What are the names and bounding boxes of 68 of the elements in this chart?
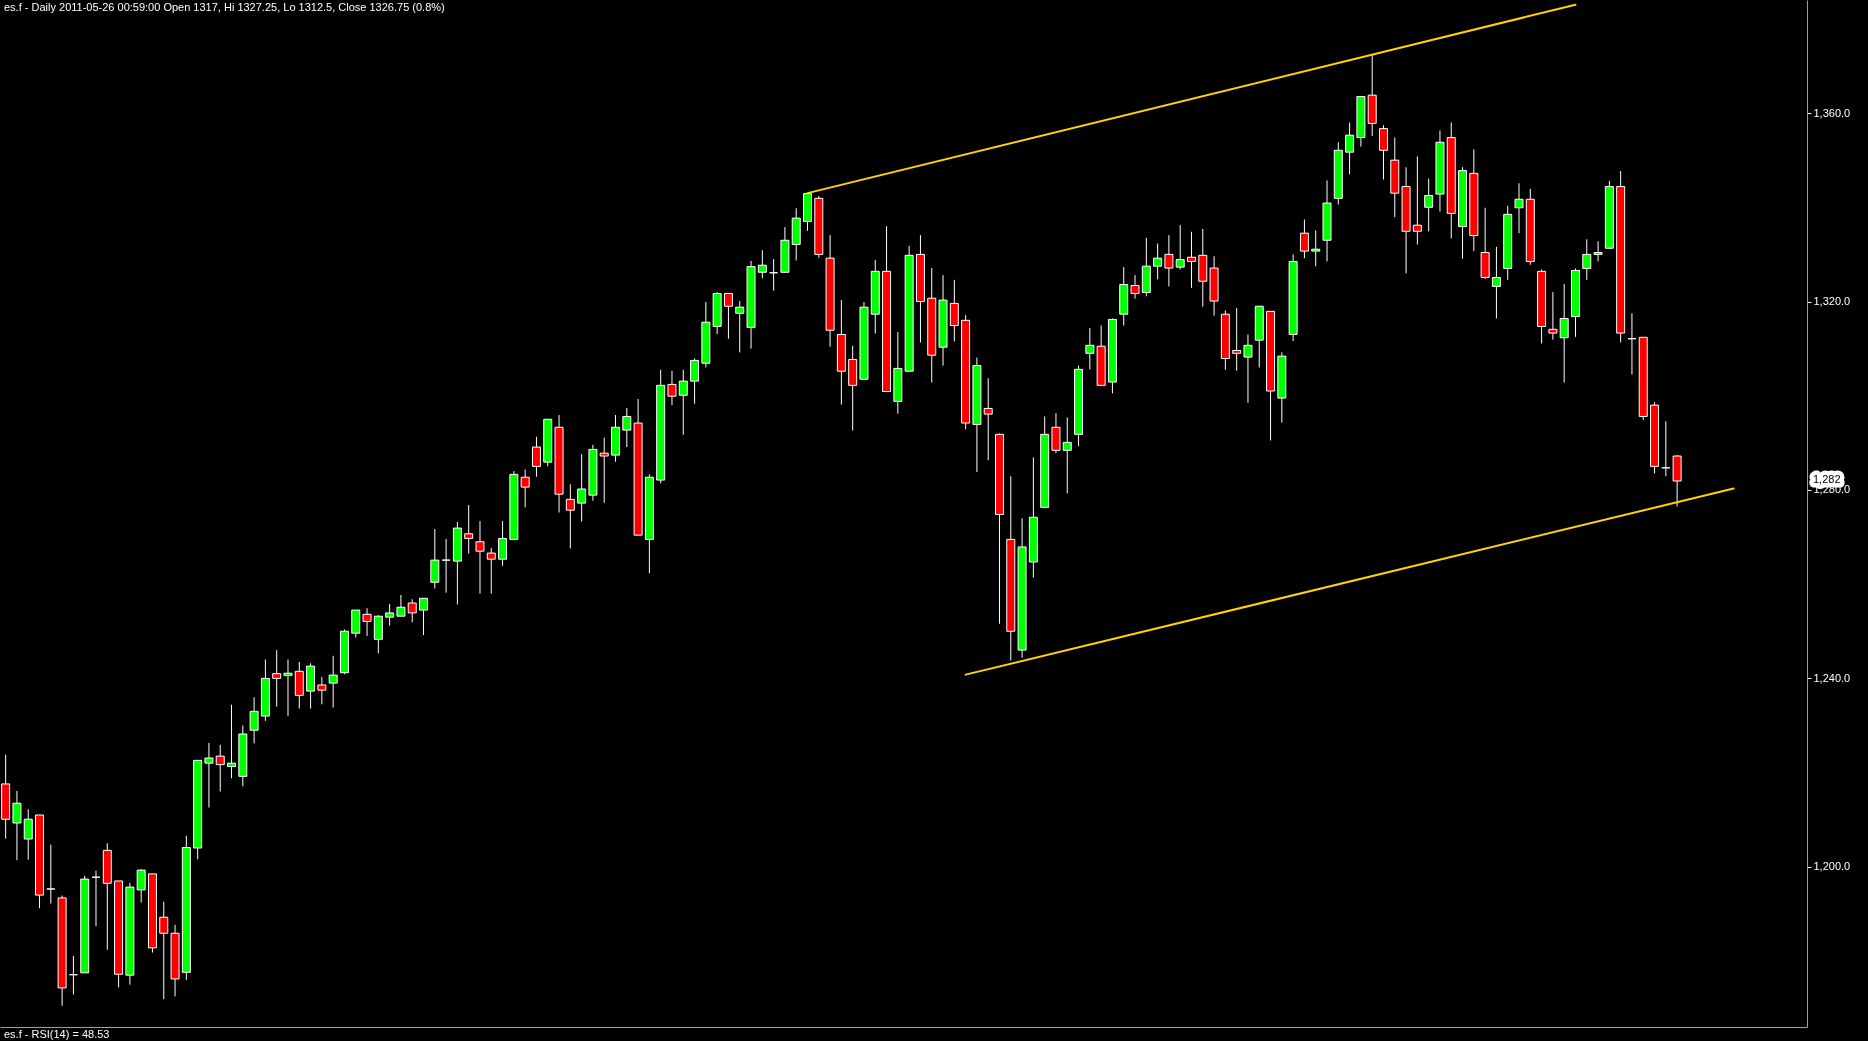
candlestick xyxy=(159,901,169,1000)
candlestick xyxy=(757,249,767,279)
candlestick xyxy=(441,538,451,594)
candlestick xyxy=(1175,224,1185,270)
candlestick xyxy=(1514,182,1524,234)
candlestick xyxy=(407,598,417,623)
candlestick xyxy=(419,597,429,636)
candlestick xyxy=(983,377,993,461)
candlestick xyxy=(1345,121,1355,175)
candlestick xyxy=(46,844,56,905)
candlestick xyxy=(1186,231,1196,289)
candlestick xyxy=(690,358,700,405)
candlestick xyxy=(362,607,372,637)
candlestick xyxy=(1062,416,1072,494)
candlestick xyxy=(227,704,237,779)
candlestick xyxy=(1559,283,1569,384)
candlestick xyxy=(667,370,677,406)
candlestick xyxy=(1299,219,1309,259)
candlestick xyxy=(498,520,508,567)
candlestick xyxy=(1424,178,1434,232)
candlestick xyxy=(475,520,485,595)
candlestick xyxy=(215,744,225,792)
chart-title: es.f - Daily 2011-05-26 00:59:00 Open 1317, Hi 1327.25, Lo 1312.5, Close 1326.75 (0.8%) xyxy=(4,1,445,13)
candlestick xyxy=(599,437,609,504)
candlestick xyxy=(283,659,293,717)
candlestick xyxy=(1548,291,1558,341)
candlestick xyxy=(23,808,33,861)
candlestick xyxy=(723,293,733,340)
candlestick xyxy=(249,696,259,744)
candlestick xyxy=(1491,246,1501,319)
candlestick xyxy=(328,655,338,709)
candlestick xyxy=(385,603,395,627)
text: es.f - RSI(14) = 48.53 xyxy=(4,1028,110,1040)
candlestick xyxy=(1164,234,1174,287)
candlestick xyxy=(622,407,632,448)
candlestick xyxy=(204,742,214,808)
candlestick xyxy=(1085,327,1095,370)
candlestick xyxy=(464,504,474,555)
candlestick xyxy=(1153,243,1163,280)
candlestick xyxy=(1582,238,1592,281)
candlestick xyxy=(1051,412,1061,454)
candlestick xyxy=(12,790,22,861)
candlestick xyxy=(317,676,327,705)
candlestick xyxy=(272,649,282,708)
candlestick xyxy=(396,594,406,617)
y-tick-label: 1,240.0 xyxy=(1813,671,1851,684)
candlestick xyxy=(430,528,440,589)
candlestick xyxy=(1243,333,1253,404)
candlestick xyxy=(565,483,575,549)
candlestick xyxy=(351,609,361,638)
y-tick-label: 1,360.0 xyxy=(1813,106,1851,119)
candlestick xyxy=(949,279,959,343)
y-tick-label: 1,320.0 xyxy=(1813,295,1851,307)
candlestick xyxy=(1130,274,1140,300)
candlestick xyxy=(531,436,541,478)
candlestick xyxy=(577,453,587,523)
candlestick xyxy=(1412,155,1422,245)
candlestick xyxy=(678,369,688,436)
candlestick xyxy=(1311,229,1321,267)
candlestick xyxy=(1232,307,1242,372)
candlestick xyxy=(486,547,496,595)
candlestick xyxy=(1378,124,1388,180)
candlestick xyxy=(136,868,146,904)
y-tick-label: 1,200.0 xyxy=(1813,860,1851,873)
candlestick xyxy=(735,300,745,353)
candlestick xyxy=(520,469,530,508)
candlestick xyxy=(373,614,383,654)
candlestick xyxy=(1593,240,1603,262)
